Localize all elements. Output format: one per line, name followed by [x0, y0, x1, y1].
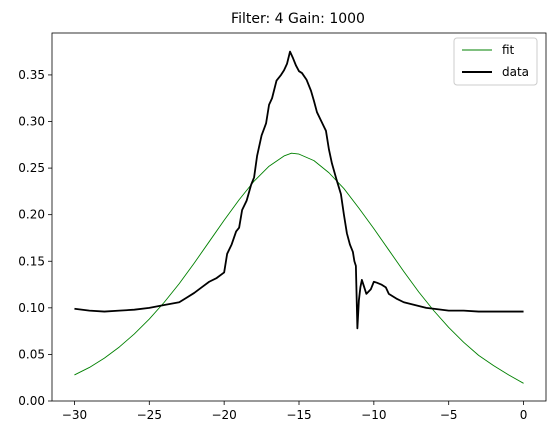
- x-tick-label: −15: [286, 408, 311, 422]
- series-layer: [74, 50, 524, 384]
- x-tick-label: −5: [440, 408, 458, 422]
- y-tick-label: 0.30: [18, 115, 45, 129]
- x-tick-label: −20: [211, 408, 236, 422]
- legend-data-label: data: [502, 65, 529, 79]
- y-axis: 0.00 0.05 0.10 0.15 0.20 0.25 0.30 0.35: [18, 68, 52, 408]
- x-tick-label: 0: [520, 408, 528, 422]
- series-fit-line: [74, 152, 524, 384]
- y-tick-label: 0.15: [18, 254, 45, 268]
- y-tick-label: 0.00: [18, 394, 45, 408]
- x-axis: −30 −25 −20 −15 −10 −5 0: [62, 401, 528, 422]
- y-tick-label: 0.35: [18, 68, 45, 82]
- y-tick-label: 0.20: [18, 208, 45, 222]
- x-tick-label: −10: [361, 408, 386, 422]
- y-tick-label: 0.05: [18, 347, 45, 361]
- x-tick-label: −25: [137, 408, 162, 422]
- series-data-line: [74, 50, 524, 330]
- plot-area: [51, 32, 547, 402]
- chart-title: Filter: 4 Gain: 1000: [231, 11, 365, 27]
- axes-frame: [51, 32, 547, 402]
- y-tick-label: 0.25: [18, 161, 45, 175]
- x-tick-label: −30: [62, 408, 87, 422]
- y-tick-label: 0.10: [18, 301, 45, 315]
- legend-fit-label: fit: [502, 43, 515, 57]
- legend: fit data: [453, 37, 538, 86]
